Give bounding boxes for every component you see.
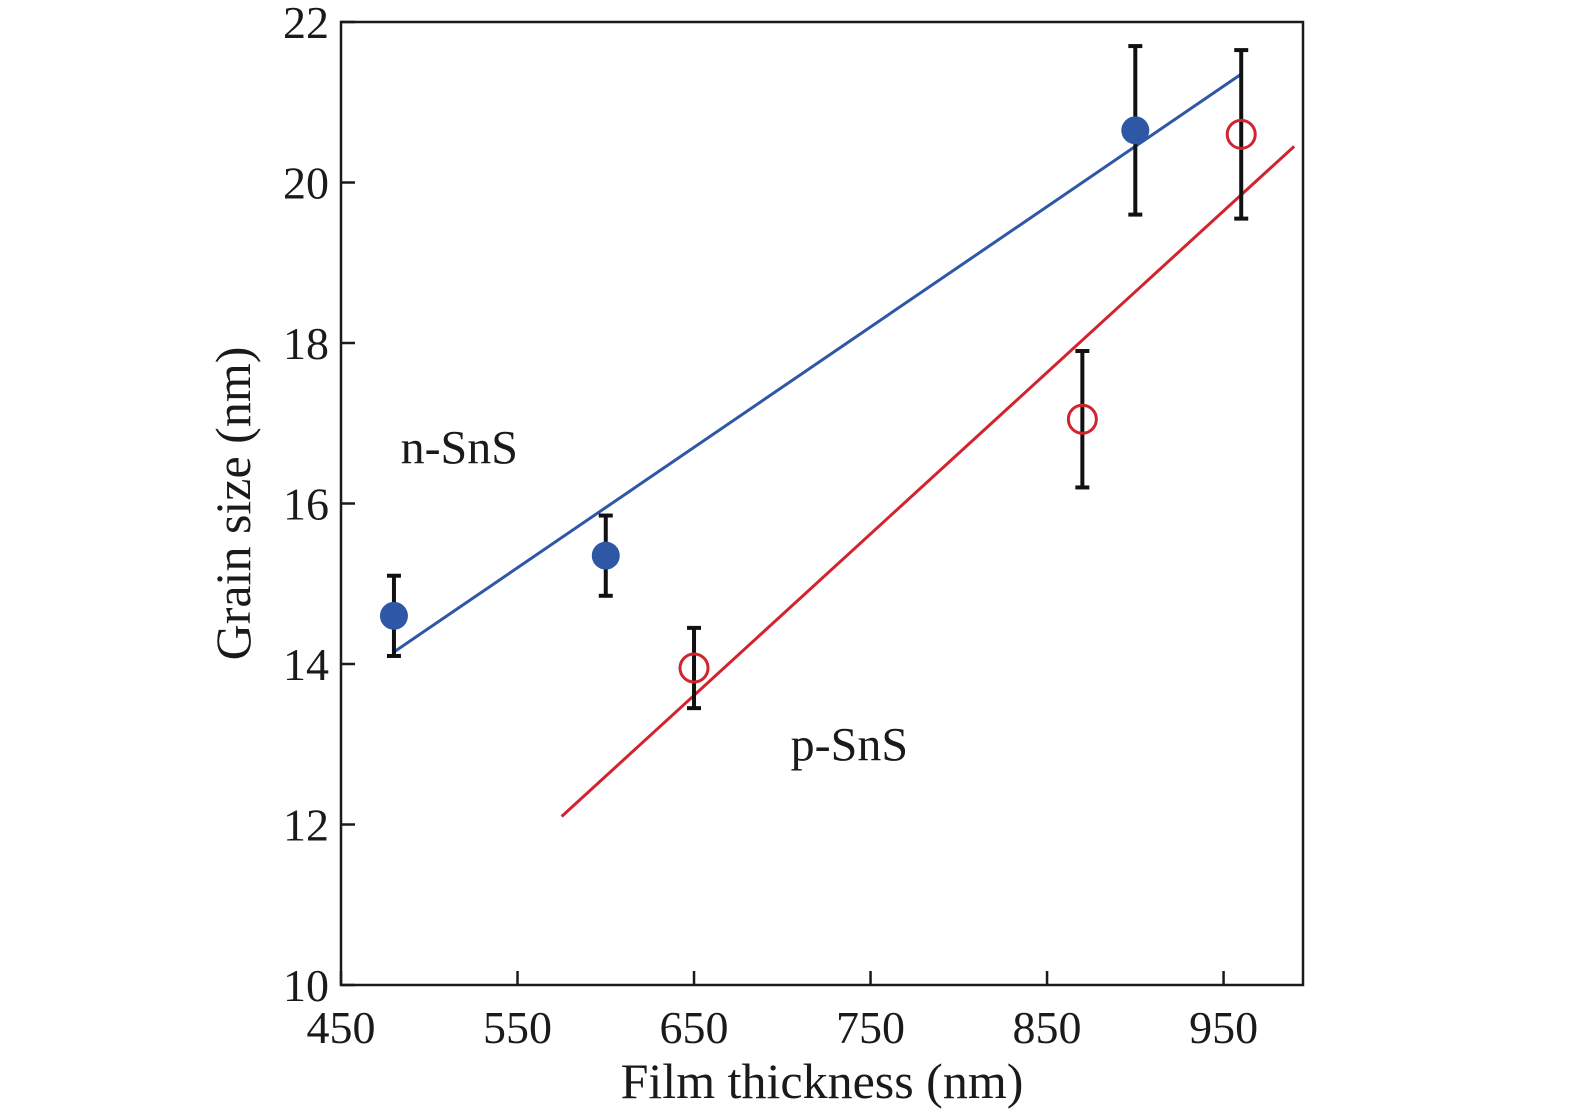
x-tick-label-950: 950 bbox=[1189, 1002, 1258, 1053]
n-sns-point-3 bbox=[1121, 116, 1150, 145]
x-axis-title: Film thickness (nm) bbox=[621, 1053, 1024, 1109]
p-sns-error-bar-2 bbox=[1075, 349, 1090, 490]
series-label-n-sns: n-SnS bbox=[401, 421, 518, 474]
y-tick-label-18: 18 bbox=[283, 318, 329, 369]
p-sns-fit-line bbox=[560, 145, 1296, 818]
series-label-p-sns: p-SnS bbox=[791, 718, 908, 771]
error-bars bbox=[386, 44, 1249, 711]
y-tick-label-12: 12 bbox=[283, 800, 329, 851]
p-sns-point-3 bbox=[1225, 118, 1257, 150]
series-annotations: n-SnS p-SnS bbox=[401, 421, 908, 771]
x-tick-label-750: 750 bbox=[836, 1002, 905, 1053]
data-points bbox=[379, 116, 1257, 684]
x-tick-label-550: 550 bbox=[483, 1002, 552, 1053]
p-sns-error-bar-3 bbox=[1234, 48, 1249, 221]
x-tick-label-450: 450 bbox=[307, 1002, 376, 1053]
p-sns-error-bar-1 bbox=[687, 625, 702, 711]
fit-lines bbox=[393, 72, 1296, 818]
y-axis: 10 12 14 16 18 20 22 bbox=[283, 0, 355, 1011]
n-sns-fit-line bbox=[393, 72, 1243, 654]
plot-frame bbox=[339, 20, 1305, 987]
y-tick-label-22: 22 bbox=[283, 0, 329, 48]
p-sns-point-2 bbox=[1066, 403, 1098, 435]
x-axis: 450 550 650 750 850 950 bbox=[307, 971, 1258, 1053]
y-tick-label-10: 10 bbox=[283, 960, 329, 1011]
y-tick-label-14: 14 bbox=[283, 639, 329, 690]
y-tick-label-16: 16 bbox=[283, 479, 329, 530]
x-tick-label-650: 650 bbox=[660, 1002, 729, 1053]
n-sns-point-1 bbox=[379, 601, 408, 630]
y-tick-label-20: 20 bbox=[283, 158, 329, 209]
x-tick-label-850: 850 bbox=[1013, 1002, 1082, 1053]
p-sns-point-1 bbox=[678, 652, 710, 684]
y-axis-title: Grain size (nm) bbox=[205, 347, 261, 661]
n-sns-point-2 bbox=[591, 541, 620, 570]
